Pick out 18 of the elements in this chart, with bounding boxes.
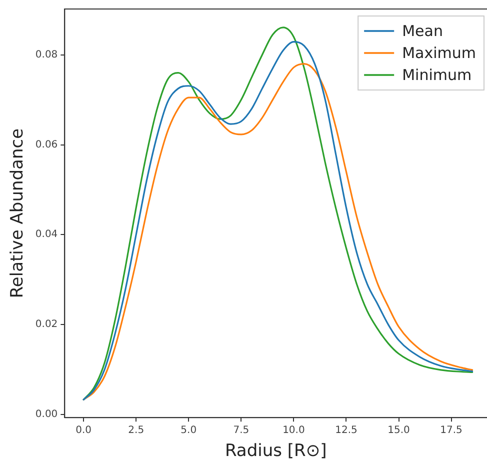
x-tick-label: 12.5 [335, 425, 358, 436]
x-tick-label: 5.0 [180, 425, 197, 436]
legend-label: Minimum [402, 66, 472, 84]
x-tick-label: 2.5 [128, 425, 144, 436]
y-tick-label: 0.08 [35, 49, 58, 60]
x-tick-label: 0.0 [76, 425, 92, 436]
x-tick-label: 15.0 [388, 425, 410, 436]
y-tick-label: 0.04 [35, 229, 58, 240]
y-tick-label: 0.02 [35, 319, 58, 330]
x-tick-label: 17.5 [440, 425, 462, 436]
y-axis-title: Relative Abundance [8, 128, 28, 298]
y-tick-label: 0.00 [35, 409, 58, 420]
y-tick-label: 0.06 [35, 139, 58, 150]
x-tick-label: 10.0 [282, 425, 305, 436]
legend-label: Mean [402, 22, 443, 40]
legend-label: Maximum [402, 44, 476, 62]
x-axis-title: Radius [R⊙] [224, 441, 327, 462]
x-tick-label: 7.5 [233, 425, 250, 436]
